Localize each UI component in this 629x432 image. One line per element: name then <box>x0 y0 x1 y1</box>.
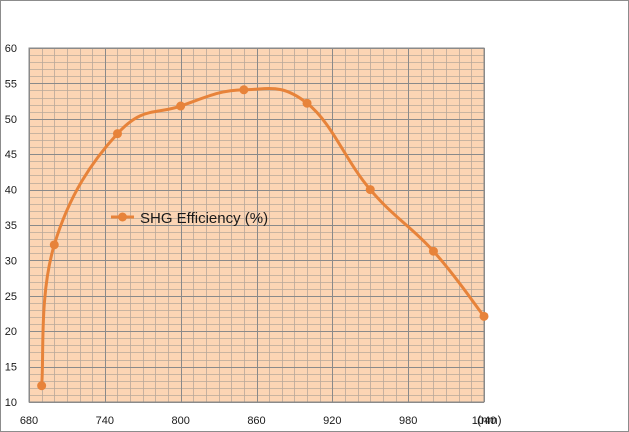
major-gridlines <box>29 48 485 403</box>
y-tick-label: 45 <box>5 149 17 161</box>
y-tick-label: 15 <box>5 362 17 374</box>
x-axis-label: (nm) <box>477 413 502 427</box>
x-axis-tick-labels: 680 740 800 860 920 980 1040 <box>20 415 496 427</box>
data-point-marker <box>428 246 438 256</box>
data-point-marker <box>365 185 375 195</box>
data-point-marker <box>302 98 312 108</box>
y-tick-label: 10 <box>5 397 17 409</box>
y-tick-label: 35 <box>5 220 17 232</box>
x-tick-label: 1040 <box>472 415 496 427</box>
plot-area-border <box>28 47 485 403</box>
y-tick-label: 60 <box>5 43 17 55</box>
y-tick-label: 20 <box>5 326 17 338</box>
x-tick-label: 800 <box>171 415 189 427</box>
y-tick-label: 25 <box>5 291 17 303</box>
y-tick-label: 55 <box>5 78 17 90</box>
y-tick-label: 40 <box>5 185 17 197</box>
data-point-marker <box>176 101 186 111</box>
data-point-marker <box>112 129 122 139</box>
data-point-marker <box>479 311 489 321</box>
data-point-marker <box>49 240 59 250</box>
series-layer <box>37 85 489 391</box>
data-point-marker <box>37 381 47 391</box>
legend-marker-swatch <box>118 212 127 222</box>
x-tick-label: 860 <box>247 415 265 427</box>
x-tick-label: 920 <box>323 415 341 427</box>
data-point-marker <box>239 85 249 95</box>
y-tick-label: 30 <box>5 255 17 267</box>
x-tick-label: 740 <box>96 415 114 427</box>
y-axis-tick-labels: 10 15 20 25 30 35 40 45 50 55 60 <box>5 43 17 409</box>
y-tick-label: 50 <box>5 114 17 126</box>
x-tick-label: 980 <box>399 415 417 427</box>
legend-label: SHG Efficiency (%) <box>140 210 268 227</box>
legend: SHG Efficiency (%) <box>111 210 268 227</box>
x-tick-label: 680 <box>20 415 38 427</box>
